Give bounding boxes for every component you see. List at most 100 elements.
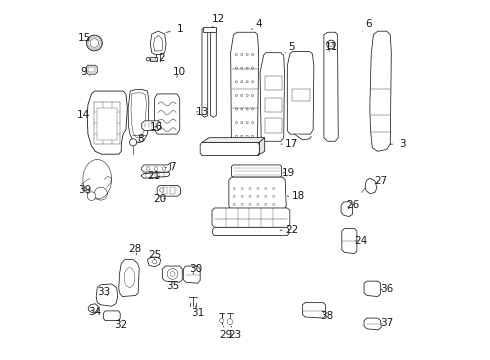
- Circle shape: [257, 203, 259, 206]
- Ellipse shape: [124, 268, 135, 287]
- Text: 35: 35: [166, 281, 179, 291]
- Polygon shape: [231, 32, 259, 141]
- Circle shape: [257, 195, 259, 198]
- Circle shape: [241, 108, 243, 110]
- Polygon shape: [131, 93, 147, 138]
- Circle shape: [241, 81, 243, 83]
- Bar: [163, 187, 167, 194]
- Polygon shape: [155, 94, 180, 134]
- Text: 16: 16: [150, 122, 163, 132]
- Polygon shape: [183, 266, 200, 283]
- Text: 32: 32: [115, 319, 128, 330]
- Text: 39: 39: [78, 185, 91, 195]
- Circle shape: [90, 39, 98, 47]
- Circle shape: [233, 188, 235, 190]
- Circle shape: [235, 53, 238, 55]
- Text: 36: 36: [380, 284, 393, 294]
- Circle shape: [265, 203, 267, 206]
- Circle shape: [251, 53, 254, 55]
- Polygon shape: [294, 134, 311, 140]
- Circle shape: [147, 167, 150, 170]
- Text: 11: 11: [325, 42, 339, 52]
- Circle shape: [235, 94, 238, 96]
- Circle shape: [241, 188, 243, 190]
- Circle shape: [265, 188, 267, 190]
- Text: 18: 18: [287, 191, 305, 201]
- Text: 2: 2: [155, 53, 165, 63]
- Text: 22: 22: [280, 225, 298, 235]
- Text: 10: 10: [173, 67, 186, 77]
- Circle shape: [233, 195, 235, 198]
- Polygon shape: [211, 28, 216, 117]
- Circle shape: [235, 81, 238, 83]
- Text: 3: 3: [390, 139, 406, 149]
- Text: 9: 9: [80, 67, 90, 77]
- Polygon shape: [141, 172, 170, 178]
- Circle shape: [227, 319, 233, 324]
- Circle shape: [160, 188, 164, 192]
- Circle shape: [87, 192, 96, 201]
- Circle shape: [249, 188, 251, 190]
- Circle shape: [170, 271, 175, 276]
- Polygon shape: [342, 228, 357, 253]
- Bar: [88, 67, 96, 72]
- Circle shape: [329, 42, 333, 46]
- Circle shape: [241, 53, 243, 55]
- Circle shape: [162, 167, 166, 170]
- Circle shape: [241, 195, 243, 198]
- Text: 23: 23: [228, 326, 242, 340]
- Circle shape: [249, 195, 251, 198]
- Polygon shape: [287, 51, 314, 134]
- Circle shape: [241, 67, 243, 69]
- Text: 27: 27: [375, 176, 388, 186]
- Polygon shape: [370, 31, 392, 151]
- Polygon shape: [258, 138, 265, 156]
- Polygon shape: [202, 28, 208, 117]
- Polygon shape: [157, 185, 180, 196]
- Circle shape: [167, 269, 178, 279]
- Text: 37: 37: [380, 319, 393, 328]
- Text: 20: 20: [153, 194, 166, 204]
- Circle shape: [246, 53, 248, 55]
- Circle shape: [251, 81, 254, 83]
- Circle shape: [327, 40, 335, 49]
- Polygon shape: [260, 53, 285, 141]
- Polygon shape: [103, 311, 120, 320]
- Circle shape: [251, 67, 254, 69]
- Circle shape: [246, 81, 248, 83]
- Circle shape: [152, 260, 157, 264]
- Text: 38: 38: [320, 311, 333, 320]
- Circle shape: [129, 139, 137, 146]
- Circle shape: [235, 108, 238, 110]
- Circle shape: [246, 135, 248, 137]
- Circle shape: [241, 203, 243, 206]
- Circle shape: [233, 203, 235, 206]
- Bar: [97, 108, 117, 140]
- Polygon shape: [153, 36, 163, 51]
- Polygon shape: [229, 177, 286, 211]
- Bar: [149, 57, 157, 61]
- Polygon shape: [147, 257, 161, 267]
- Circle shape: [235, 122, 238, 124]
- Text: 5: 5: [285, 42, 295, 53]
- Text: 17: 17: [281, 139, 298, 149]
- Polygon shape: [119, 260, 139, 297]
- Circle shape: [272, 188, 275, 190]
- Circle shape: [246, 122, 248, 124]
- Circle shape: [147, 57, 150, 61]
- Text: 6: 6: [363, 19, 372, 31]
- Circle shape: [235, 67, 238, 69]
- Text: 7: 7: [166, 162, 176, 172]
- Circle shape: [246, 94, 248, 96]
- Text: 25: 25: [148, 249, 161, 260]
- Bar: [95, 102, 120, 144]
- Circle shape: [272, 195, 275, 198]
- Bar: [203, 27, 216, 32]
- Text: 15: 15: [78, 33, 91, 43]
- Text: 12: 12: [212, 14, 225, 28]
- Text: 31: 31: [191, 306, 204, 318]
- Polygon shape: [202, 138, 265, 142]
- Circle shape: [154, 167, 158, 170]
- Bar: [265, 98, 282, 112]
- Circle shape: [235, 135, 238, 137]
